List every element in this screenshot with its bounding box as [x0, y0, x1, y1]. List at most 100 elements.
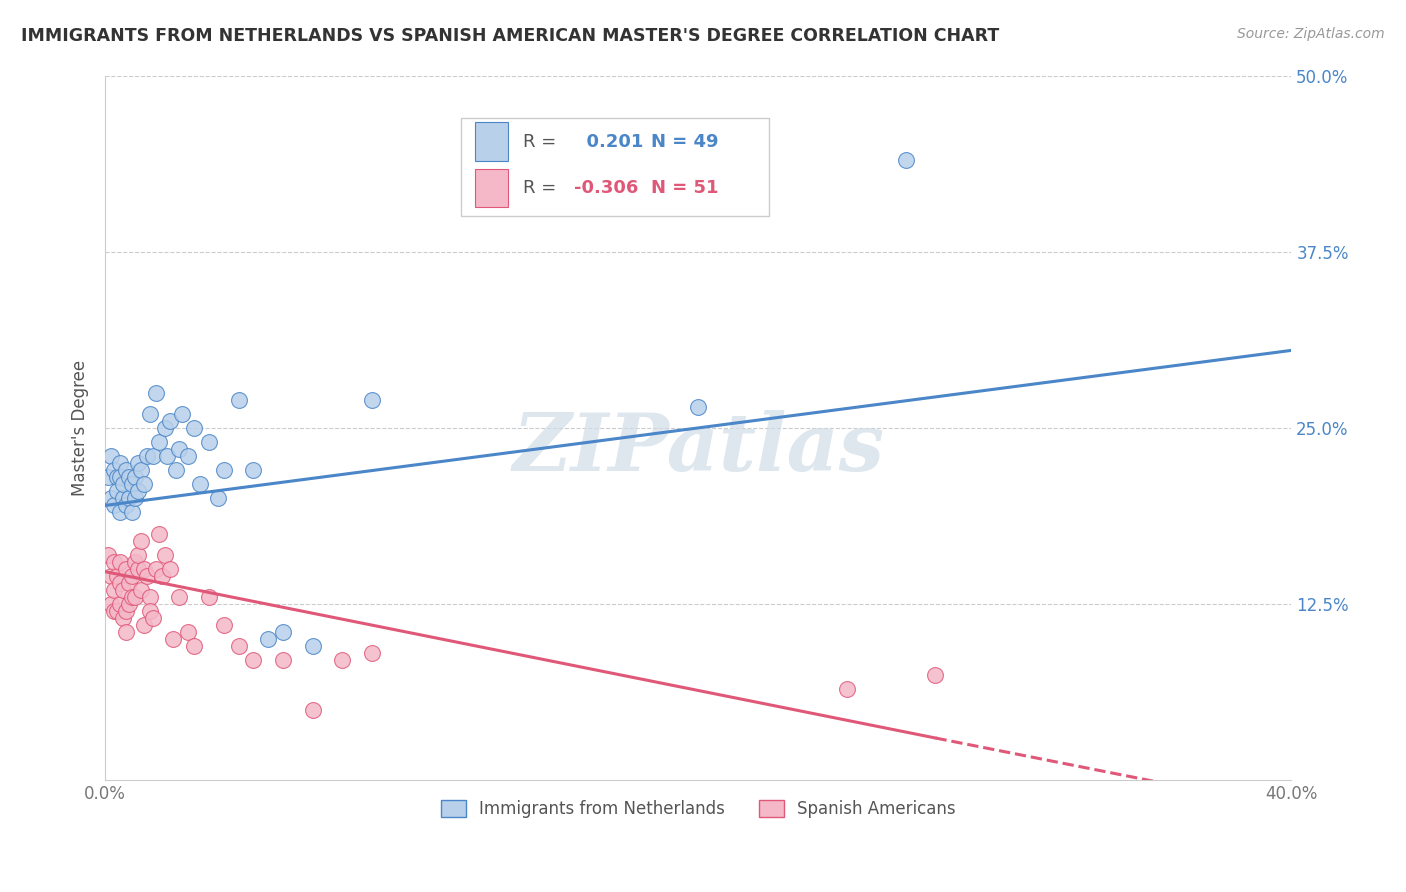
- Point: [153, 421, 176, 435]
- Point: [212, 618, 235, 632]
- Point: [111, 477, 134, 491]
- Point: [138, 590, 160, 604]
- Point: [105, 470, 128, 484]
- Text: N = 51: N = 51: [651, 179, 718, 197]
- Y-axis label: Master's Degree: Master's Degree: [72, 359, 89, 496]
- Point: [124, 491, 146, 506]
- Point: [332, 653, 354, 667]
- Bar: [475, 122, 509, 161]
- Point: [108, 576, 131, 591]
- Point: [135, 569, 157, 583]
- Point: [183, 640, 205, 654]
- Text: N = 49: N = 49: [651, 133, 718, 151]
- Point: [97, 548, 120, 562]
- Point: [138, 407, 160, 421]
- Point: [242, 653, 264, 667]
- Point: [228, 392, 250, 407]
- Point: [188, 477, 211, 491]
- Point: [153, 548, 176, 562]
- Point: [115, 604, 138, 618]
- Point: [127, 548, 149, 562]
- Point: [121, 590, 143, 604]
- Text: -0.306: -0.306: [574, 179, 638, 197]
- Text: IMMIGRANTS FROM NETHERLANDS VS SPANISH AMERICAN MASTER'S DEGREE CORRELATION CHAR: IMMIGRANTS FROM NETHERLANDS VS SPANISH A…: [21, 27, 1000, 45]
- Point: [198, 590, 221, 604]
- Point: [159, 562, 181, 576]
- Point: [100, 491, 122, 506]
- Point: [688, 400, 710, 414]
- Point: [105, 569, 128, 583]
- Point: [301, 703, 323, 717]
- Point: [129, 533, 152, 548]
- Point: [108, 597, 131, 611]
- Point: [183, 421, 205, 435]
- Point: [100, 569, 122, 583]
- Point: [121, 477, 143, 491]
- Point: [148, 526, 170, 541]
- Point: [103, 582, 125, 597]
- Point: [127, 562, 149, 576]
- Point: [301, 640, 323, 654]
- Point: [924, 667, 946, 681]
- Point: [361, 392, 384, 407]
- Point: [129, 463, 152, 477]
- Point: [361, 647, 384, 661]
- Point: [165, 463, 187, 477]
- Point: [138, 604, 160, 618]
- Point: [108, 470, 131, 484]
- Point: [135, 449, 157, 463]
- Point: [111, 611, 134, 625]
- Point: [132, 562, 155, 576]
- Point: [198, 435, 221, 450]
- Point: [142, 449, 165, 463]
- Point: [177, 625, 200, 640]
- Point: [207, 491, 229, 506]
- Point: [129, 582, 152, 597]
- Point: [100, 449, 122, 463]
- FancyBboxPatch shape: [461, 118, 769, 217]
- Point: [169, 442, 191, 456]
- Point: [159, 414, 181, 428]
- Point: [156, 449, 179, 463]
- Point: [835, 681, 858, 696]
- Point: [132, 618, 155, 632]
- Point: [121, 506, 143, 520]
- Legend: Immigrants from Netherlands, Spanish Americans: Immigrants from Netherlands, Spanish Ame…: [434, 793, 962, 825]
- Text: R =: R =: [523, 179, 555, 197]
- Point: [115, 562, 138, 576]
- Text: ZIPatlas: ZIPatlas: [512, 410, 884, 488]
- Point: [105, 484, 128, 499]
- Point: [124, 470, 146, 484]
- Point: [108, 555, 131, 569]
- Point: [172, 407, 194, 421]
- Point: [118, 491, 141, 506]
- Point: [162, 632, 184, 647]
- Point: [100, 597, 122, 611]
- Point: [118, 470, 141, 484]
- Point: [115, 499, 138, 513]
- Point: [115, 625, 138, 640]
- Point: [228, 640, 250, 654]
- Text: Source: ZipAtlas.com: Source: ZipAtlas.com: [1237, 27, 1385, 41]
- Text: 0.201: 0.201: [574, 133, 643, 151]
- Point: [127, 456, 149, 470]
- Point: [118, 576, 141, 591]
- Point: [105, 604, 128, 618]
- Point: [118, 597, 141, 611]
- Text: R =: R =: [523, 133, 555, 151]
- Point: [111, 491, 134, 506]
- Point: [103, 555, 125, 569]
- Point: [271, 625, 294, 640]
- Point: [124, 555, 146, 569]
- Point: [148, 435, 170, 450]
- Point: [257, 632, 280, 647]
- Point: [124, 590, 146, 604]
- Point: [103, 463, 125, 477]
- Point: [177, 449, 200, 463]
- Point: [150, 569, 173, 583]
- Point: [115, 463, 138, 477]
- Point: [242, 463, 264, 477]
- Point: [103, 604, 125, 618]
- Point: [121, 569, 143, 583]
- Point: [127, 484, 149, 499]
